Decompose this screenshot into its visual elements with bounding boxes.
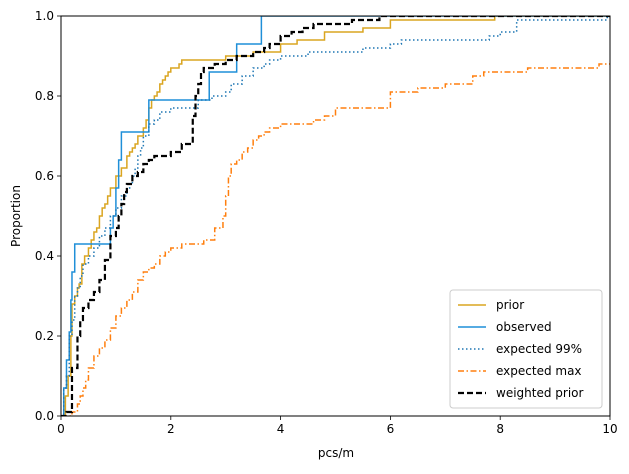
series-layer xyxy=(61,16,610,416)
series-line-observed xyxy=(61,16,610,416)
legend: prior observed expected 99% expected max wei… xyxy=(449,289,603,409)
x-axis-label: pcs/m xyxy=(318,446,354,460)
x-tick-label: 4 xyxy=(277,422,285,436)
x-tick-label: 2 xyxy=(167,422,175,436)
y-axis-label: Proportion xyxy=(9,185,23,247)
y-tick-label: 0.2 xyxy=(35,329,54,343)
y-tick-label: 0.8 xyxy=(35,89,54,103)
y-tick-label: 0.0 xyxy=(35,409,54,423)
y-tick-label: 0.6 xyxy=(35,169,54,183)
plot-frame xyxy=(60,15,611,417)
x-tick-label: 10 xyxy=(602,422,617,436)
series-line-weighted-prior xyxy=(61,16,610,416)
legend-label: prior xyxy=(496,298,524,312)
series-line-expected-max xyxy=(61,63,610,416)
legend-box xyxy=(449,289,603,409)
legend-label: expected max xyxy=(496,364,582,378)
series-line-prior xyxy=(61,16,610,416)
legend-label: expected 99% xyxy=(496,342,582,356)
legend-label: weighted prior xyxy=(496,386,584,400)
x-axis-ticks: 0 2 4 6 8 10 xyxy=(57,416,618,436)
legend-label: observed xyxy=(496,320,552,334)
series-line-expected-99- xyxy=(61,16,610,416)
y-tick-label: 0.4 xyxy=(35,249,54,263)
y-tick-label: 1.0 xyxy=(35,9,54,23)
x-tick-label: 6 xyxy=(387,422,395,436)
x-tick-label: 8 xyxy=(496,422,504,436)
y-axis-ticks: 0.0 0.2 0.4 0.6 0.8 1.0 xyxy=(35,9,61,423)
x-tick-label: 0 xyxy=(57,422,65,436)
